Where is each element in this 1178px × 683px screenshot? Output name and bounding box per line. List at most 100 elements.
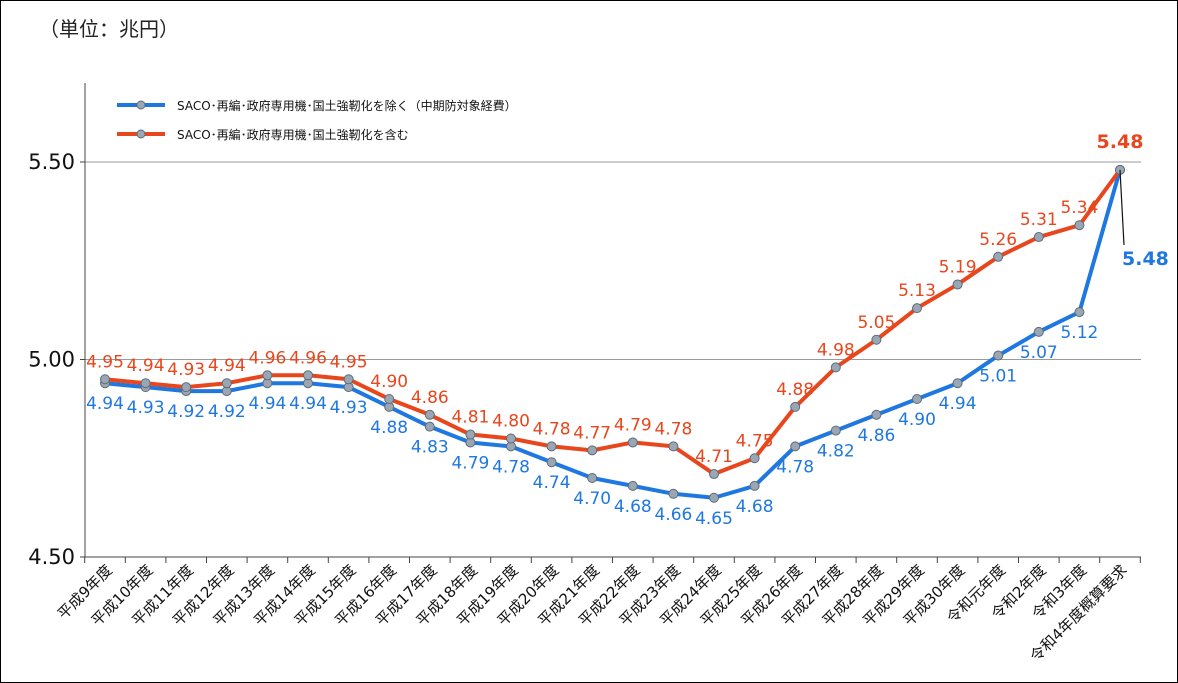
data-point xyxy=(424,409,435,420)
data-point xyxy=(506,433,516,444)
data-label: 4.95 xyxy=(330,352,368,372)
data-label: 4.94 xyxy=(208,356,246,376)
y-tick-label: 5.00 xyxy=(28,348,75,372)
data-point xyxy=(749,453,760,464)
data-label: 4.90 xyxy=(898,410,936,430)
data-point xyxy=(303,370,313,381)
data-label: 4.90 xyxy=(370,372,408,392)
data-label: 4.70 xyxy=(573,489,611,509)
data-label: 5.01 xyxy=(979,367,1017,387)
data-label: 5.07 xyxy=(1020,343,1058,363)
data-point xyxy=(912,303,922,314)
data-point xyxy=(871,409,882,420)
data-label: 4.81 xyxy=(451,408,489,428)
data-point xyxy=(993,350,1004,361)
data-label: 5.19 xyxy=(939,257,977,277)
data-point xyxy=(790,401,801,412)
data-label: 4.94 xyxy=(127,356,165,376)
legend-entry: SACO･再編･政府専用機･国土強靭化を含む xyxy=(177,127,409,142)
data-label: 4.77 xyxy=(573,423,611,443)
y-tick-label: 4.50 xyxy=(28,545,75,569)
data-point xyxy=(181,382,192,393)
data-label: 4.88 xyxy=(370,418,408,438)
data-point xyxy=(1074,307,1085,318)
legend-marker xyxy=(136,129,146,139)
data-label: 4.75 xyxy=(736,431,774,451)
data-label: 4.86 xyxy=(857,426,895,446)
data-point xyxy=(587,445,598,456)
data-label: 4.94 xyxy=(248,394,286,414)
axes xyxy=(80,83,1141,563)
legend-marker xyxy=(136,100,146,110)
data-label: 5.05 xyxy=(857,313,895,333)
data-label: 4.68 xyxy=(614,497,652,517)
data-point xyxy=(546,441,557,452)
data-point xyxy=(465,429,476,440)
series-lines xyxy=(104,168,1122,500)
data-point xyxy=(424,421,435,432)
data-point xyxy=(587,473,598,483)
y-tick-label: 5.50 xyxy=(28,150,75,174)
data-label: 4.96 xyxy=(289,348,327,368)
data-label: 4.65 xyxy=(695,509,733,529)
data-label: 4.79 xyxy=(614,415,652,435)
unit-label: （単位：兆円） xyxy=(39,17,179,41)
data-point xyxy=(952,279,963,290)
data-label: 4.93 xyxy=(330,398,368,418)
data-label: 4.71 xyxy=(695,447,733,467)
data-point xyxy=(749,480,760,491)
data-label: 4.80 xyxy=(492,412,530,432)
legend: SACO･再編･政府専用機･国土強靭化を除く（中期防対象経費） SACO･再編･政… xyxy=(117,98,517,142)
data-label: 5.26 xyxy=(979,230,1017,250)
data-label: 4.66 xyxy=(654,505,692,525)
data-label: 4.79 xyxy=(451,453,489,473)
data-point xyxy=(140,378,151,389)
legend-entry: SACO･再編･政府専用機･国土強靭化を除く（中期防対象経費） xyxy=(177,98,517,113)
data-point xyxy=(384,394,395,404)
data-point xyxy=(830,425,841,436)
data-point xyxy=(668,441,679,452)
data-labels: 4.94 4.93 4.92 4.92 4.94 4.94 4.934.884.834.79… xyxy=(86,131,1169,529)
data-point xyxy=(262,370,273,381)
data-label: 4.74 xyxy=(533,473,571,493)
data-point xyxy=(221,378,232,389)
data-point xyxy=(709,469,719,480)
data-label: 4.78 xyxy=(654,419,692,439)
data-label: 4.78 xyxy=(776,457,814,477)
data-point xyxy=(952,378,963,389)
data-point xyxy=(1033,232,1044,243)
data-label: 5.48 xyxy=(1097,131,1144,153)
data-label: 4.68 xyxy=(736,497,774,517)
series-line xyxy=(104,169,1122,500)
data-label: 4.94 xyxy=(289,394,327,414)
data-point xyxy=(627,437,638,448)
data-label: 4.96 xyxy=(248,348,286,368)
data-label: 4.88 xyxy=(776,380,814,400)
label-leader-line xyxy=(1119,169,1125,245)
data-point xyxy=(343,374,354,385)
data-label: 4.94 xyxy=(86,394,124,414)
data-label: 4.78 xyxy=(533,419,571,439)
data-label: 4.94 xyxy=(939,394,977,414)
data-label: 4.82 xyxy=(817,442,855,462)
data-point xyxy=(912,394,922,404)
series-line xyxy=(104,168,1122,477)
data-label: 4.93 xyxy=(127,398,165,418)
data-point xyxy=(871,334,882,345)
data-label: 5.12 xyxy=(1060,323,1098,343)
data-point xyxy=(1074,220,1085,231)
data-label: 4.86 xyxy=(411,388,449,408)
data-label: 5.48 xyxy=(1122,248,1169,270)
data-label: 4.93 xyxy=(167,360,205,380)
data-point xyxy=(709,492,719,503)
x-tick-labels: 平成9年度平成10年度平成11年度平成12年度平成13年度平成14年度平成15年… xyxy=(54,561,1131,665)
data-point xyxy=(100,374,110,385)
data-label: 5.34 xyxy=(1060,198,1098,218)
data-point xyxy=(830,362,841,373)
data-label: 5.13 xyxy=(898,281,936,301)
series-points xyxy=(100,164,1125,503)
data-label: 5.31 xyxy=(1020,210,1058,230)
data-point xyxy=(993,251,1004,262)
data-point xyxy=(668,488,679,499)
